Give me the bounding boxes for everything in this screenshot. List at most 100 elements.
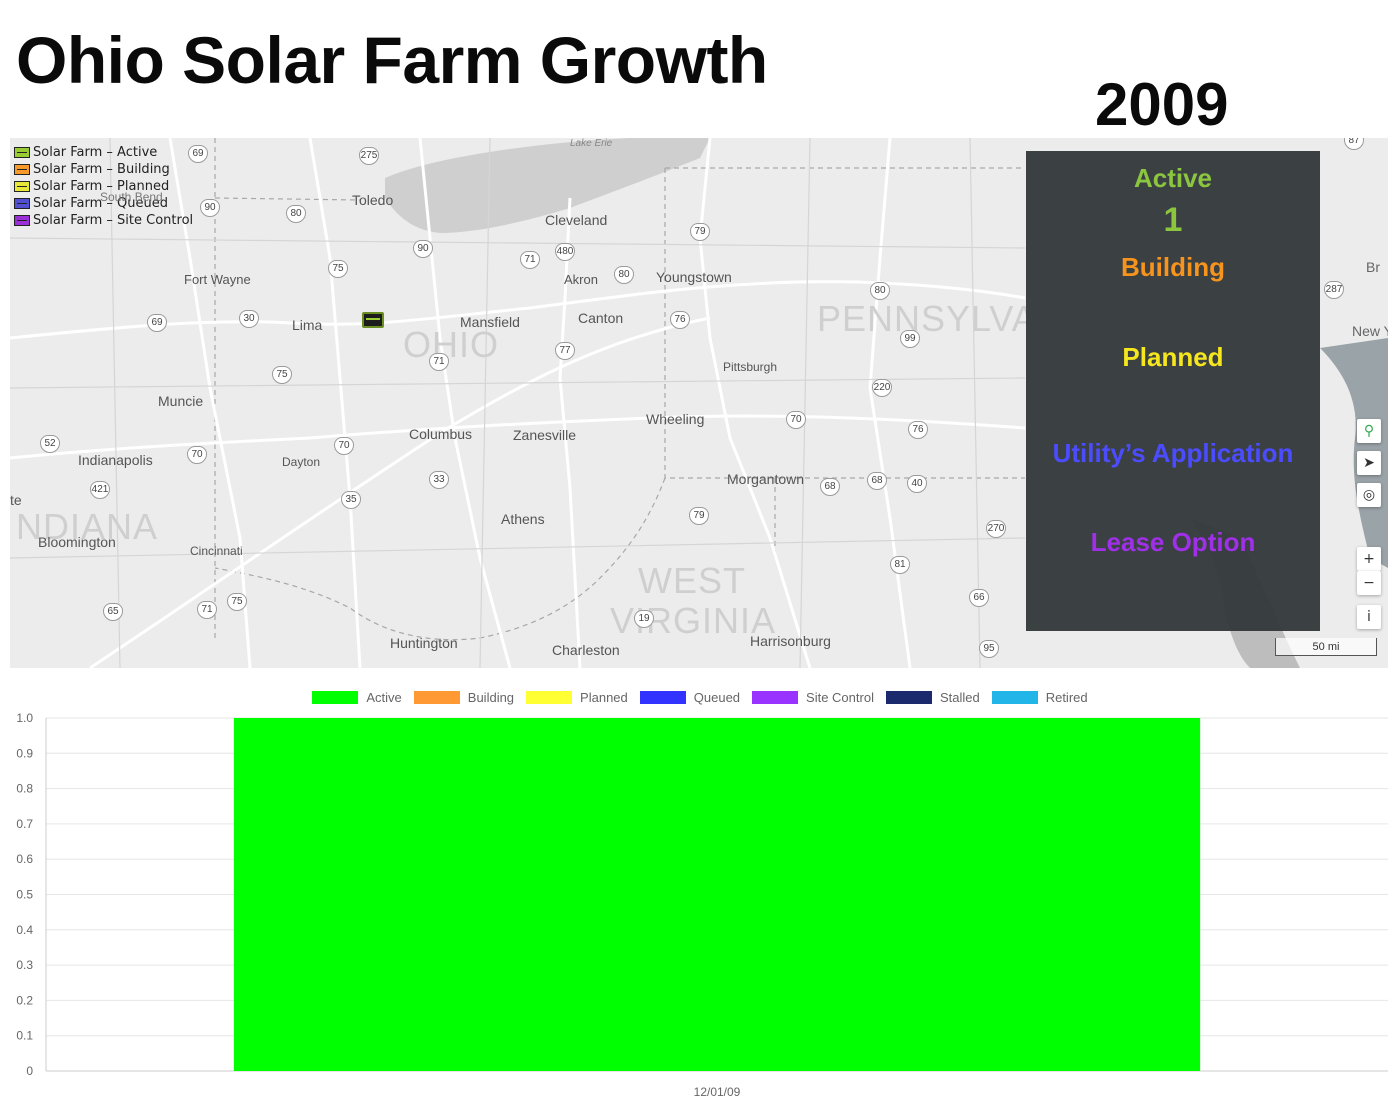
chart-legend-label: Queued [693,690,741,705]
status-building-label: Building [1121,252,1225,282]
highway-shield: 76 [670,311,690,329]
highway-shield: 70 [334,437,354,455]
chart-legend-item[interactable]: Building [413,690,514,705]
y-tick-label: 0.8 [16,782,33,796]
highway-shield: 66 [969,589,989,607]
highway-shield: 33 [429,471,449,489]
chart-legend-swatch [312,691,359,704]
locate-me-icon[interactable]: ◎ [1357,483,1381,507]
place-muncie: Muncie [158,393,204,409]
map-legend: Solar Farm – Active Solar Farm – Buildin… [14,144,193,229]
page-title: Ohio Solar Farm Growth [16,23,768,97]
place-harrisonburg: Harrisonburg [750,633,831,649]
place-zanesville: Zanesville [513,427,577,443]
chart-legend-swatch [752,691,799,704]
legend-item-active: Solar Farm – Active [14,144,193,161]
place-lima: Lima [292,317,323,333]
highway-shield: 90 [413,240,433,258]
chart-legend: Active Building Planned Queued Site Control S… [0,690,1400,705]
place-cleveland: Cleveland [545,212,608,228]
legend-item-building: Solar Farm – Building [14,161,193,178]
highway-shield: 19 [634,610,654,628]
highway-shield: 275 [359,147,379,165]
place-dayton: Dayton [282,455,321,469]
place-indiana: NDIANA [16,506,159,547]
place-te: te [10,492,22,508]
legend-item-site-control: Solar Farm – Site Control [14,212,193,229]
x-tick-label: 12/01/09 [694,1085,741,1099]
status-chart: Active Building Planned Queued Site Control S… [0,680,1400,1100]
map-pin-icon[interactable]: ⚲ [1357,419,1381,443]
place-south-bend: South Bend [100,190,163,204]
chart-legend-item[interactable]: Active [312,690,402,705]
highway-shield: 35 [341,491,361,509]
y-tick-label: 0.1 [16,1029,33,1043]
y-tick-label: 0.9 [16,746,33,760]
highway-shield: 30 [239,310,259,328]
place-morgantown: Morgantown [727,471,805,487]
map-base [10,138,1388,668]
status-active-count: 1 [1163,201,1183,239]
place-br: Br [1366,259,1380,275]
legend-label: Solar Farm – Building [33,162,170,177]
chart-legend-item[interactable]: Queued [639,690,741,705]
place-wheeling: Wheeling [646,411,705,427]
highway-shield: 90 [200,199,220,217]
place-pennsylvania: PENNSYLVA [817,298,1037,339]
place-huntington: Huntington [390,635,458,651]
highway-shield: 77 [555,342,575,360]
chart-legend-label: Active [366,690,402,705]
zoom-out-button[interactable]: − [1357,571,1381,595]
solar-farm-active-marker[interactable] [362,312,384,328]
y-tick-label: 1.0 [16,711,33,725]
status-panel: Active 1 Building Planned Utility’s Appl… [1026,151,1320,631]
place-charleston: Charleston [552,642,620,658]
highway-shield: 71 [429,353,449,371]
place-toledo: Toledo [352,192,394,208]
legend-item-queued: Solar Farm – Queued [14,195,193,212]
legend-label: Solar Farm – Planned [33,179,170,194]
highway-shield: 287 [1324,281,1344,299]
highway-shield: 480 [555,243,575,261]
navigation-arrow-icon[interactable]: ➤ [1357,451,1381,475]
place-canton: Canton [578,310,624,326]
place-indianapolis: Indianapolis [78,452,153,468]
place-cincinnati: Cincinnati [190,544,243,558]
y-tick-label: 0.5 [16,888,33,902]
highway-shield: 80 [614,266,634,284]
solar-panel-icon [14,215,30,226]
chart-legend-swatch [885,691,932,704]
legend-label: Solar Farm – Queued [33,196,169,211]
chart-legend-swatch [413,691,460,704]
highway-shield: 421 [90,481,110,499]
chart-legend-item[interactable]: Planned [526,690,628,705]
highway-shield: 52 [40,435,60,453]
solar-panel-icon [14,147,30,158]
chart-legend-item[interactable]: Site Control [752,690,874,705]
highway-shield: 65 [103,603,123,621]
place-bloomington: Bloomington [38,534,116,550]
legend-label: Solar Farm – Active [33,145,158,160]
highway-shield: 80 [870,282,890,300]
highway-shield: 220 [872,379,892,397]
map-view[interactable]: Solar Farm – Active Solar Farm – Buildin… [10,138,1388,668]
chart-legend-item[interactable]: Retired [991,690,1088,705]
legend-item-planned: Solar Farm – Planned [14,178,193,195]
highway-shield: 75 [227,593,247,611]
highway-shield: 68 [867,472,887,490]
zoom-in-button[interactable]: + [1357,547,1381,571]
highway-shield: 70 [187,446,207,464]
info-button[interactable]: i [1357,605,1381,629]
y-tick-label: 0.7 [16,817,33,831]
highway-shield: 70 [786,411,806,429]
chart-legend-item[interactable]: Stalled [885,690,980,705]
place-athens: Athens [501,511,545,527]
place-pittsburgh: Pittsburgh [723,360,778,374]
y-tick-label: 0.6 [16,852,33,866]
solar-panel-icon [14,198,30,209]
place-west: WEST [638,560,746,601]
place-youngstown: Youngstown [656,269,732,285]
y-tick-label: 0.4 [16,923,33,937]
status-planned-label: Planned [1122,342,1224,372]
highway-shield: 68 [820,478,840,496]
